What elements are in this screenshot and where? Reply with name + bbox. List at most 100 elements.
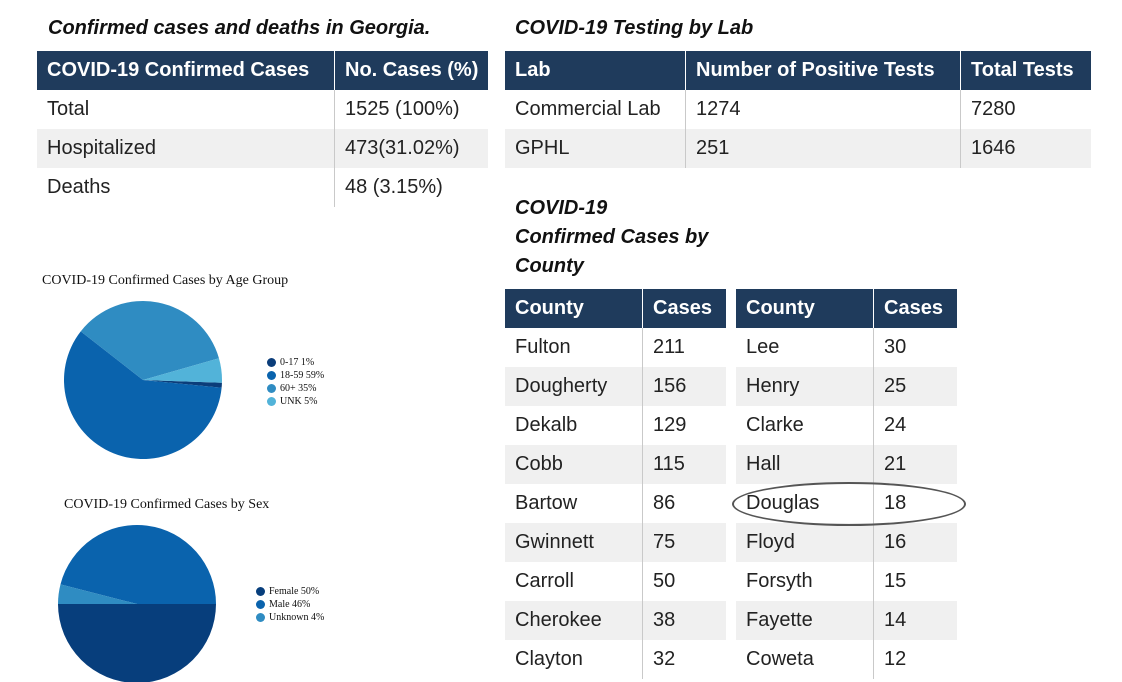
- legend-item: Female 50%: [256, 585, 324, 598]
- county-cases-cell: 16: [873, 523, 957, 562]
- summary-heading: Confirmed cases and deaths in Georgia.: [48, 17, 431, 39]
- summary-cell: Deaths: [47, 176, 111, 198]
- table-row: Coweta 12: [736, 640, 957, 679]
- sex-legend: Female 50% Male 46% Unknown 4%: [256, 585, 324, 624]
- legend-label: Unknown 4%: [269, 612, 325, 623]
- county-cases-cell: 25: [873, 367, 957, 406]
- county-cases-cell: 86: [642, 484, 726, 523]
- legend-item: Unknown 4%: [256, 611, 324, 624]
- age-legend: 0-17 1% 18-59 59% 60+ 35% UNK 5%: [267, 356, 324, 408]
- county-cases-cell: 15: [873, 562, 957, 601]
- county-cases-cell: 32: [642, 640, 726, 679]
- summary-table: COVID-19 Confirmed Cases No. Cases (%) T…: [37, 51, 489, 207]
- county-cases-cell: 18: [873, 484, 957, 523]
- county-name-cell: Clayton: [515, 648, 583, 670]
- county-name-cell: Douglas: [746, 492, 820, 514]
- county-cases-cell: 38: [642, 601, 726, 640]
- county-table-left: County Cases Fulton 211 Dougherty 156 Dekalb…: [505, 289, 726, 679]
- table-row: Clayton 32: [505, 640, 726, 679]
- table-row: GPHL 251 1646: [505, 129, 1091, 168]
- county-name-cell: Gwinnett: [505, 523, 643, 562]
- table-row: Floyd 16: [736, 523, 957, 562]
- legend-item: 0-17 1%: [267, 356, 324, 369]
- age-pie-chart: [64, 301, 222, 459]
- county-name-cell: Dougherty: [505, 367, 643, 406]
- table-row: Douglas 18: [736, 484, 957, 523]
- legend-swatch: [267, 384, 276, 393]
- lab-cell: 7280: [960, 90, 1091, 129]
- county-cases-cell: 156: [642, 367, 726, 406]
- county-name-cell: Floyd: [736, 523, 874, 562]
- table-row: Fulton 211: [505, 328, 726, 367]
- county-heading-line: Confirmed Cases by: [515, 226, 709, 248]
- legend-swatch: [256, 587, 265, 596]
- county-heading-line: County: [515, 255, 584, 277]
- lab-col-header: Lab: [505, 51, 686, 90]
- county-cases-cell: 12: [873, 640, 957, 679]
- summary-cell: Total: [47, 98, 90, 120]
- county-name-cell: Bartow: [515, 492, 578, 514]
- county-name-cell: Coweta: [746, 648, 814, 670]
- pie-slice-60-: [80, 301, 219, 380]
- county-name-cell: Carroll: [515, 570, 574, 592]
- pie-slice-female: [58, 604, 216, 682]
- table-row: Hall 21: [736, 445, 957, 484]
- sex-chart-title: COVID-19 Confirmed Cases by Sex: [64, 497, 270, 512]
- summary-cell: 1525 (100%): [334, 90, 489, 129]
- county-cases-cell: 129: [642, 406, 726, 445]
- legend-swatch: [267, 358, 276, 367]
- county-name-cell: Clarke: [746, 414, 804, 436]
- table-row: Cobb 115: [505, 445, 726, 484]
- legend-label: Female 50%: [269, 586, 320, 597]
- county-name-cell: Forsyth: [746, 570, 813, 592]
- summary-cell: Hospitalized: [37, 129, 335, 168]
- lab-heading: COVID-19 Testing by Lab: [515, 17, 754, 39]
- county-cases-cell: 75: [642, 523, 726, 562]
- county-heading-line: COVID-19: [515, 197, 608, 219]
- county-cases-cell: 30: [873, 328, 957, 367]
- table-row: Commercial Lab 1274 7280: [505, 90, 1091, 129]
- summary-col-header: COVID-19 Confirmed Cases: [37, 51, 335, 90]
- table-row: Carroll 50: [505, 562, 726, 601]
- county-cases-cell: 24: [873, 406, 957, 445]
- legend-label: Male 46%: [269, 599, 311, 610]
- lab-cell: 251: [685, 129, 961, 168]
- pie-slice-unk: [143, 358, 222, 383]
- county-cases-cell: 115: [642, 445, 726, 484]
- legend-swatch: [267, 371, 276, 380]
- legend-label: 60+ 35%: [280, 383, 317, 394]
- county-cases-cell: 21: [873, 445, 957, 484]
- county-cases-cell: 14: [873, 601, 957, 640]
- county-name-cell: Cherokee: [505, 601, 643, 640]
- county-name-cell: Dekalb: [515, 414, 578, 436]
- county-name-cell: Hall: [736, 445, 874, 484]
- legend-item: Male 46%: [256, 598, 324, 611]
- lab-cell: GPHL: [505, 129, 686, 168]
- pie-slice-male: [60, 525, 216, 604]
- table-row: Lee 30: [736, 328, 957, 367]
- table-row: Dekalb 129: [505, 406, 726, 445]
- sex-pie-chart: [58, 525, 216, 682]
- legend-label: 0-17 1%: [280, 357, 315, 368]
- legend-item: UNK 5%: [267, 395, 324, 408]
- pie-slice-unknown: [58, 584, 137, 604]
- table-row: Forsyth 15: [736, 562, 957, 601]
- lab-cell: 1274: [685, 90, 961, 129]
- lab-col-header: Number of Positive Tests: [685, 51, 961, 90]
- legend-item: 18-59 59%: [267, 369, 324, 382]
- table-row: Total 1525 (100%): [37, 90, 489, 129]
- county-cases-cell: 50: [642, 562, 726, 601]
- pie-slice-18-59: [64, 331, 222, 459]
- county-col-header: Cases: [873, 289, 957, 328]
- table-row: Deaths 48 (3.15%): [37, 168, 489, 207]
- table-row: Hospitalized 473(31.02%): [37, 129, 489, 168]
- county-col-header: County: [736, 289, 874, 328]
- lab-cell: 1646: [960, 129, 1091, 168]
- table-row: Dougherty 156: [505, 367, 726, 406]
- county-name-cell: Fulton: [515, 336, 571, 358]
- county-col-header: County: [505, 289, 643, 328]
- table-row: Clarke 24: [736, 406, 957, 445]
- county-col-header: Cases: [642, 289, 726, 328]
- table-row: Gwinnett 75: [505, 523, 726, 562]
- legend-label: UNK 5%: [280, 396, 318, 407]
